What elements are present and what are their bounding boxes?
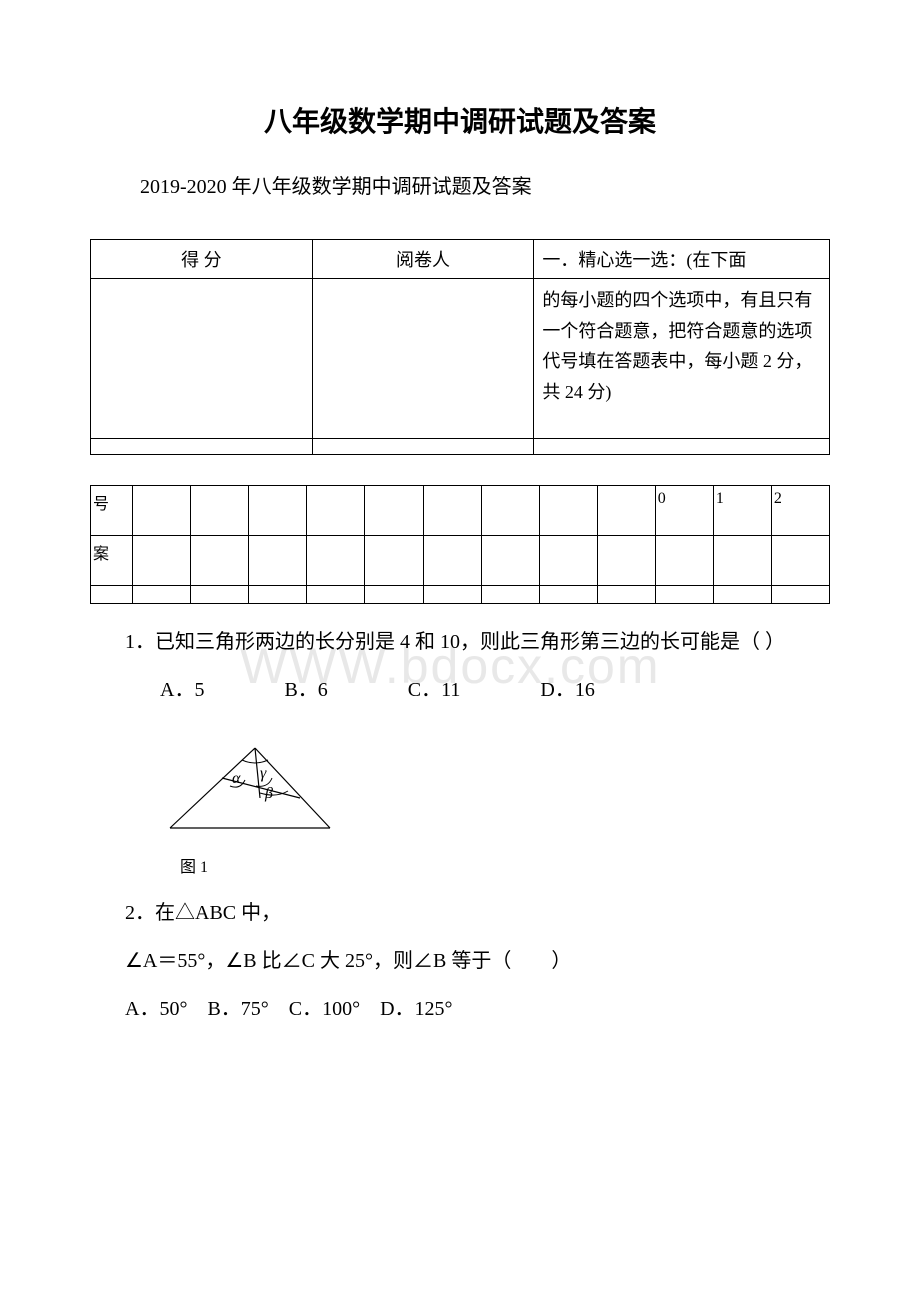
answer-num-cell: 0 xyxy=(655,486,713,536)
score-table-header: 得 分 阅卷人 一．精心选一选：(在下面 xyxy=(91,240,830,279)
question-2-options: A．50° B．75° C．100° D．125° xyxy=(125,991,830,1027)
figure-1: α γ β xyxy=(160,738,830,843)
footer-cell xyxy=(91,439,313,455)
answer-cell xyxy=(539,536,597,586)
footer-cell xyxy=(191,586,249,604)
score-table: 得 分 阅卷人 一．精心选一选：(在下面 的每小题的四个选项中，有且只有一个符合… xyxy=(90,239,830,455)
page-title: 八年级数学期中调研试题及答案 xyxy=(90,100,830,140)
answer-num-cell: 2 xyxy=(771,486,829,536)
answer-cell xyxy=(133,536,191,586)
answer-num-cell xyxy=(597,486,655,536)
answer-num-cell xyxy=(365,486,423,536)
subtitle: 2019-2020 年八年级数学期中调研试题及答案 xyxy=(140,170,830,199)
footer-cell xyxy=(249,586,307,604)
answer-row-number: 号 0 1 2 xyxy=(91,486,830,536)
footer-cell xyxy=(312,439,534,455)
answer-num-cell xyxy=(307,486,365,536)
answer-num-cell xyxy=(481,486,539,536)
footer-cell xyxy=(307,586,365,604)
answer-cell xyxy=(655,536,713,586)
answer-num-cell xyxy=(539,486,597,536)
question-2-line1: 2．在△ABC 中， xyxy=(125,895,830,931)
footer-cell xyxy=(539,586,597,604)
beta-label: β xyxy=(264,785,273,802)
answer-cell xyxy=(481,536,539,586)
option-b: B．6 xyxy=(284,672,327,708)
answer-cell xyxy=(713,536,771,586)
section-title-cell: 一．精心选一选：(在下面 xyxy=(534,240,830,279)
answer-cell xyxy=(423,536,481,586)
figure-1-caption: 图 1 xyxy=(180,853,830,877)
row-label-number: 号 xyxy=(91,486,133,536)
question-2-line2: ∠A＝55°，∠B 比∠C 大 25°，则∠B 等于（ ） xyxy=(125,943,830,979)
footer-cell xyxy=(91,586,133,604)
answer-num-cell xyxy=(423,486,481,536)
answer-cell xyxy=(365,536,423,586)
answer-cell xyxy=(597,536,655,586)
footer-cell xyxy=(597,586,655,604)
score-table-body: 的每小题的四个选项中，有且只有一个符合题意，把符合题意的选项代号填在答题表中，每… xyxy=(91,279,830,439)
row-label-answer: 案 xyxy=(91,536,133,586)
answer-cell xyxy=(249,536,307,586)
triangle-diagram: α γ β xyxy=(160,738,340,838)
footer-cell xyxy=(365,586,423,604)
answer-cell xyxy=(191,536,249,586)
alpha-label: α xyxy=(232,770,241,787)
score-cell xyxy=(91,279,313,439)
answer-cell xyxy=(771,536,829,586)
gamma-label: γ xyxy=(260,765,267,782)
section-description: 的每小题的四个选项中，有且只有一个符合题意，把符合题意的选项代号填在答题表中，每… xyxy=(534,279,830,439)
question-1: 1．已知三角形两边的长分别是 4 和 10，则此三角形第三边的长可能是（ ） xyxy=(125,624,830,660)
footer-cell xyxy=(655,586,713,604)
score-table-footer xyxy=(91,439,830,455)
option-a: A．5 xyxy=(160,672,204,708)
footer-cell xyxy=(713,586,771,604)
footer-cell xyxy=(133,586,191,604)
footer-cell xyxy=(481,586,539,604)
answer-cell xyxy=(307,536,365,586)
reviewer-cell xyxy=(312,279,534,439)
answer-num-cell xyxy=(191,486,249,536)
answer-table-footer xyxy=(91,586,830,604)
answer-num-cell: 1 xyxy=(713,486,771,536)
footer-cell xyxy=(771,586,829,604)
score-header: 得 分 xyxy=(91,240,313,279)
answer-row-answer: 案 xyxy=(91,536,830,586)
footer-cell xyxy=(423,586,481,604)
answer-num-cell xyxy=(133,486,191,536)
answer-num-cell xyxy=(249,486,307,536)
answer-table: 号 0 1 2 案 xyxy=(90,485,830,604)
reviewer-header: 阅卷人 xyxy=(312,240,534,279)
option-d: D．16 xyxy=(540,672,594,708)
question-1-options: A．5 B．6 C．11 D．16 xyxy=(160,672,830,708)
option-c: C．11 xyxy=(408,672,461,708)
footer-cell xyxy=(534,439,830,455)
